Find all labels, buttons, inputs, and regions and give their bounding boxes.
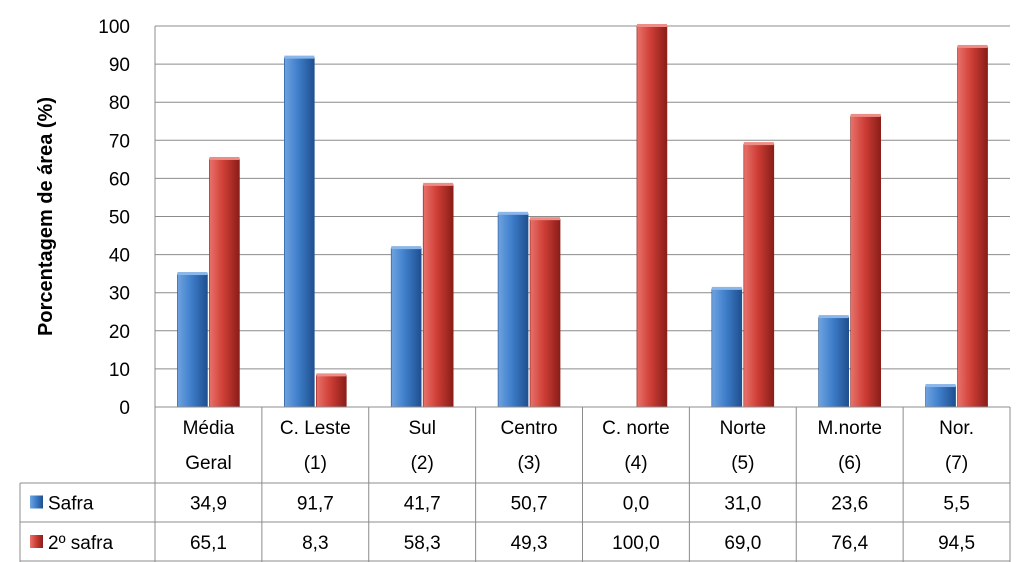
data-label: 100,0 (612, 533, 660, 554)
data-label: 69,0 (724, 533, 761, 554)
data-label: 5,5 (943, 494, 969, 515)
legend-key-safra (30, 495, 43, 509)
data-label: 65,1 (190, 533, 227, 554)
bar-top-cap (636, 24, 667, 27)
bar-segunda-safra (636, 25, 668, 408)
category-label: (3) (517, 453, 540, 474)
legend-key-segunda-safra (30, 535, 43, 548)
category-label: C. Leste (280, 418, 351, 439)
bar-top-cap (743, 142, 774, 146)
category-label: (7) (945, 453, 968, 474)
y-tick-label: 30 (109, 284, 130, 305)
bar-segunda-safra (316, 375, 347, 408)
data-label: 34,9 (190, 494, 227, 515)
bar-top-cap (530, 217, 561, 221)
category-label: (2) (411, 453, 434, 474)
y-tick-label: 0 (119, 398, 130, 419)
data-label: 8,3 (302, 533, 328, 554)
data-label: 49,3 (511, 533, 548, 554)
bar-segunda-safra (209, 158, 240, 408)
bar-top-cap (925, 384, 956, 388)
category-label: C. norte (602, 418, 670, 439)
bar-top-cap (316, 373, 347, 377)
category-label: Sul (408, 418, 435, 439)
data-label: 23,6 (831, 494, 868, 515)
gridlines (155, 25, 1010, 408)
y-tick-label: 80 (109, 93, 130, 114)
y-tick-label: 60 (109, 169, 130, 190)
category-label: Centro (501, 418, 558, 439)
category-label: (1) (304, 453, 327, 474)
data-label: 76,4 (831, 533, 868, 554)
bar-top-cap (957, 44, 988, 48)
bar-segunda-safra (422, 184, 454, 408)
bar-segunda-safra (529, 218, 561, 408)
bar-top-cap (391, 246, 422, 250)
bar-safra (497, 213, 529, 408)
y-tick-label: 10 (109, 360, 130, 381)
data-label: 94,5 (938, 533, 975, 554)
category-label: Norte (720, 418, 766, 439)
data-label: 0,0 (623, 494, 649, 515)
bar-top-cap (818, 315, 849, 319)
data-label: 31,0 (724, 494, 761, 515)
data-label: 41,7 (404, 494, 441, 515)
category-label: Média (183, 418, 235, 439)
bar-top-cap (209, 156, 240, 160)
category-label: (5) (731, 453, 754, 474)
bar-safra (818, 316, 849, 408)
y-tick-label: 40 (109, 246, 130, 267)
axes: 0 10 20 30 40 50 60 70 80 90 100 Porcentagem de áre… (35, 17, 156, 419)
y-tick-label: 90 (109, 55, 130, 76)
data-label: 91,7 (297, 494, 334, 515)
data-label: 50,7 (511, 494, 548, 515)
category-label: (4) (624, 453, 647, 474)
bar-safra (284, 57, 315, 408)
bar-segunda-safra (850, 115, 881, 408)
bar-safra (711, 288, 743, 408)
category-label: Nor. (939, 418, 974, 439)
category-label: (6) (838, 453, 861, 474)
category-label: M.norte (817, 418, 881, 439)
bar-top-cap (711, 286, 742, 290)
bar-safra (390, 247, 422, 408)
bar-top-cap (850, 113, 881, 117)
y-tick-label: 50 (109, 208, 130, 229)
bar-safra (177, 273, 208, 408)
y-tick-label: 20 (109, 322, 130, 343)
category-label: Geral (185, 453, 231, 474)
bar-top-cap (177, 272, 208, 276)
bar-top-cap (498, 211, 529, 215)
data-table: Média Geral C. Leste (1) Sul (2) Centro (3) C. n… (19, 406, 1011, 562)
bar-segunda-safra (957, 46, 988, 408)
bar-segunda-safra (743, 143, 775, 408)
y-tick-label: 100 (98, 17, 130, 38)
legend-label: Safra (48, 494, 94, 515)
bar-safra (925, 385, 956, 408)
y-axis-title: Porcentagem de área (%) (35, 97, 57, 336)
bar-top-cap (423, 182, 454, 186)
data-label: 58,3 (404, 533, 441, 554)
y-tick-label: 70 (109, 131, 130, 152)
bars (177, 24, 988, 408)
legend-label: 2º safra (48, 533, 113, 554)
bar-top-cap (284, 55, 315, 59)
